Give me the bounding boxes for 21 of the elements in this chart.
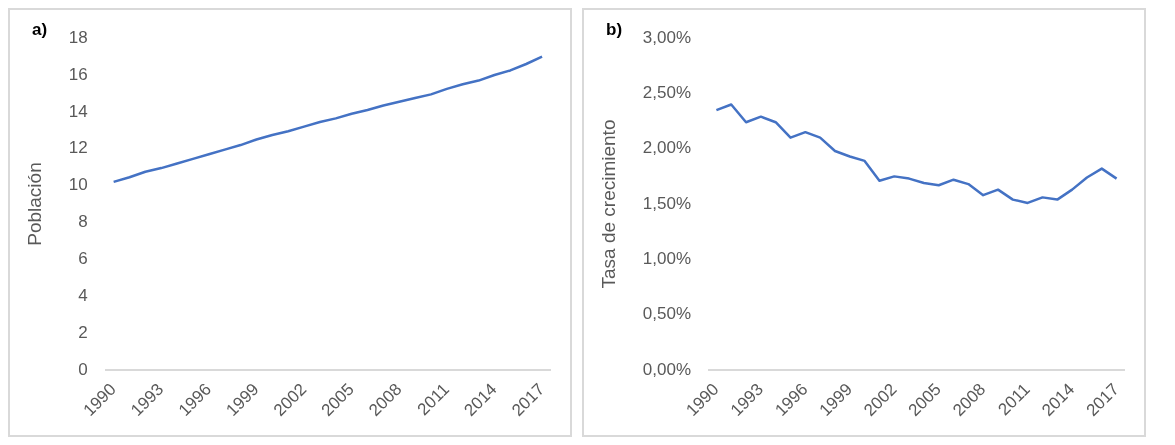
y-tick-label: 2: [78, 322, 88, 342]
y-tick-label: 1,00%: [642, 248, 691, 268]
y-tick-label: 12: [68, 138, 88, 158]
y-tick-label: 4: [78, 285, 88, 305]
y-tick-label: 2,00%: [642, 138, 691, 158]
y-tick-label: 8: [78, 212, 88, 232]
y-tick-label: 10: [68, 175, 88, 195]
y-tick-label: 0,50%: [642, 304, 691, 324]
y-tick-label: 3,00%: [642, 27, 691, 47]
y-axis-title: Tasa de crecimiento: [597, 119, 619, 289]
y-tick-label: 0: [78, 359, 88, 379]
y-tick-label: 18: [68, 27, 88, 47]
y-tick-label: 2,50%: [642, 83, 691, 103]
y-tick-label: 6: [78, 248, 88, 268]
y-tick-label: 14: [68, 101, 88, 121]
y-tick-label: 16: [68, 64, 88, 84]
y-tick-label: 0,00%: [642, 359, 691, 379]
chart-title: b): [606, 20, 623, 40]
y-tick-label: 1,50%: [642, 193, 691, 213]
chart-title: a): [32, 20, 48, 40]
y-axis-title: Población: [23, 162, 45, 246]
